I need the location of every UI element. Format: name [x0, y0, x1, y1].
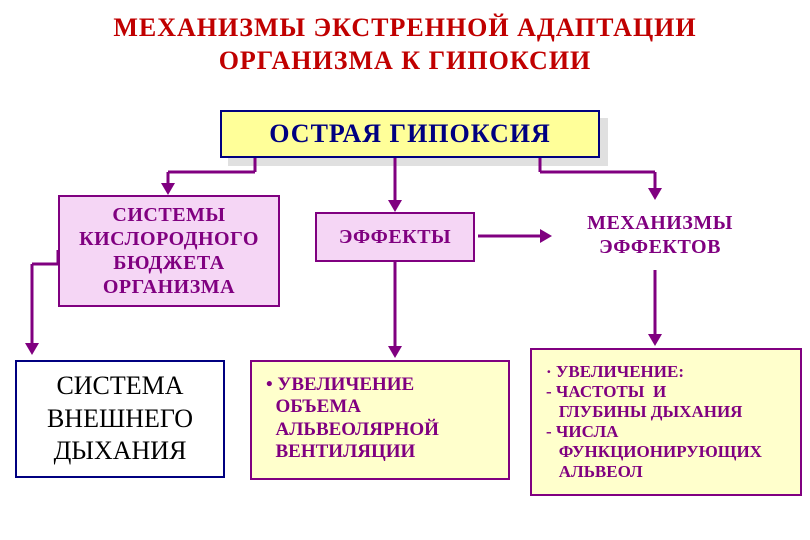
arrows-layer — [0, 0, 810, 540]
